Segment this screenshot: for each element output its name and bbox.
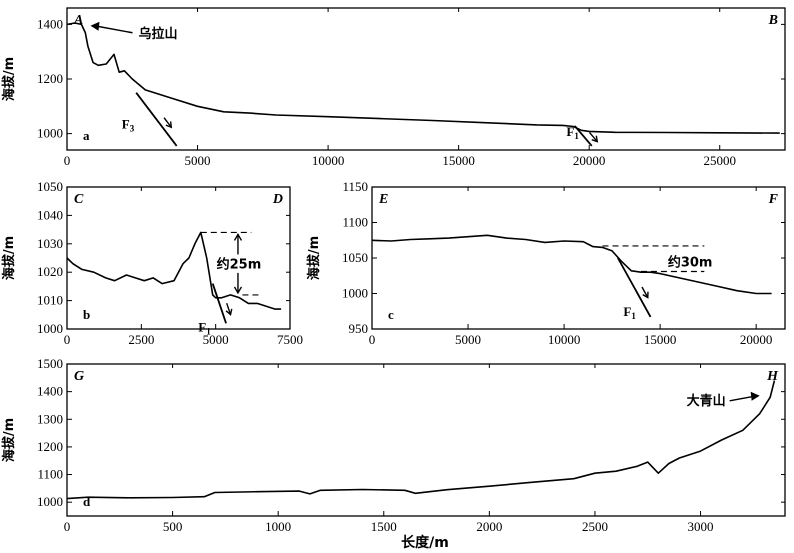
elevation-profile-line-a xyxy=(66,22,780,134)
plot-frame-c xyxy=(371,186,786,330)
x-tick-label-b: 7500 xyxy=(277,332,303,347)
x-tick-label-c: 15000 xyxy=(644,332,677,347)
x-tick-label-d: 500 xyxy=(163,519,183,534)
peak-annotation-d: 大青山 xyxy=(687,393,726,409)
y-tick-label-b: 1030 xyxy=(37,236,63,251)
panel-label-b: b xyxy=(83,307,90,322)
y-tick-label-c: 1100 xyxy=(342,215,368,230)
x-tick-label-d: 1500 xyxy=(371,519,397,534)
y-tick-label-d: 1000 xyxy=(37,494,63,509)
y-tick-label-d: 1500 xyxy=(37,356,63,371)
panel-label-d: d xyxy=(83,494,91,509)
x-tick-label-b: 5000 xyxy=(203,332,229,347)
fault-label-main: F xyxy=(122,117,130,132)
y-axis-label-c: 海拔/m xyxy=(306,236,322,280)
fault-slip-arrowhead-b xyxy=(225,308,233,316)
fault-line-c xyxy=(617,257,652,318)
x-axis-label: 长度/m xyxy=(401,534,449,551)
corner-label-left-a: A xyxy=(73,13,83,28)
y-tick-label-b: 1020 xyxy=(37,264,63,279)
corner-label-right-c: F xyxy=(768,192,779,207)
x-tick-label-a: 15000 xyxy=(442,153,475,168)
x-tick-label-b: 0 xyxy=(64,332,71,347)
fault-slip-arrowhead-c xyxy=(642,291,649,299)
y-tick-label-c: 1050 xyxy=(342,250,368,265)
y-axis-label-a: 海拔/m xyxy=(1,57,17,101)
peak-arrow-a xyxy=(94,25,133,34)
y-tick-label-b: 1050 xyxy=(37,179,63,194)
x-tick-label-a: 10000 xyxy=(312,153,345,168)
y-axis-label-d: 海拔/m xyxy=(1,418,17,462)
fault-line-a xyxy=(135,92,178,147)
y-tick-label-b: 1000 xyxy=(37,321,63,336)
y-tick-label-d: 1100 xyxy=(37,467,63,482)
corner-label-left-b: C xyxy=(74,192,84,207)
fault-slip-arrow-a xyxy=(588,131,598,142)
x-tick-label-a: 0 xyxy=(64,153,71,168)
y-tick-label-b: 1010 xyxy=(37,293,63,308)
y-tick-label-c: 1000 xyxy=(342,286,368,301)
fault-slip-arrow-c xyxy=(641,286,649,298)
fault-line-b xyxy=(211,283,227,324)
elevation-profile-line-c xyxy=(371,234,772,295)
fault-line-a xyxy=(574,125,593,147)
x-tick-label-a: 20000 xyxy=(573,153,606,168)
plot-frame-d xyxy=(66,363,786,517)
x-tick-label-d: 0 xyxy=(64,519,71,534)
peak-arrowhead-d xyxy=(750,391,760,401)
fault-label-sub: 1 xyxy=(574,131,579,141)
x-tick-label-c: 5000 xyxy=(455,332,481,347)
x-tick-label-d: 2000 xyxy=(476,519,502,534)
panel-label-c: c xyxy=(388,307,394,322)
x-tick-label-d: 1000 xyxy=(265,519,291,534)
fault-label-b: F1 xyxy=(198,320,211,337)
offset-annotation-c: 约30m xyxy=(668,255,713,271)
y-tick-label-d: 1400 xyxy=(37,384,63,399)
fault-label-c: F1 xyxy=(623,304,636,321)
x-tick-label-d: 2500 xyxy=(582,519,608,534)
y-tick-label-c: 1150 xyxy=(342,179,368,194)
fault-label-main: F xyxy=(566,124,574,139)
fault-label-a: F1 xyxy=(566,124,579,141)
fault-slip-arrowhead-a xyxy=(165,121,173,129)
y-axis-label-b: 海拔/m xyxy=(1,236,17,280)
offset-annotation-b: 约25m xyxy=(217,257,262,273)
y-tick-label-a: 1200 xyxy=(37,71,63,86)
corner-label-left-d: G xyxy=(74,369,84,384)
corner-label-right-b: D xyxy=(272,192,283,207)
x-tick-label-c: 10000 xyxy=(548,332,581,347)
fault-slip-arrowhead-a xyxy=(591,135,599,143)
elevation-profile-line-b xyxy=(66,231,282,310)
offset-arrowhead-down-b xyxy=(233,286,243,295)
panel-label-a: a xyxy=(83,128,90,143)
y-tick-label-a: 1000 xyxy=(37,126,63,141)
peak-annotation-a: 乌拉山 xyxy=(138,26,177,42)
fault-slip-arrow-a xyxy=(163,117,172,128)
y-tick-label-b: 1040 xyxy=(37,207,63,222)
x-tick-label-c: 20000 xyxy=(740,332,773,347)
y-tick-label-d: 1200 xyxy=(37,439,63,454)
corner-label-right-d: H xyxy=(766,369,779,384)
fault-label-sub: 1 xyxy=(631,311,636,321)
corner-label-left-c: E xyxy=(378,192,388,207)
x-tick-label-a: 5000 xyxy=(185,153,211,168)
y-tick-label-d: 1300 xyxy=(37,411,63,426)
peak-arrowhead-a xyxy=(90,21,100,31)
fault-label-sub: 3 xyxy=(130,124,135,134)
x-tick-label-c: 0 xyxy=(369,332,376,347)
x-tick-label-b: 2500 xyxy=(128,332,154,347)
fault-label-main: F xyxy=(198,320,206,335)
fault-label-main: F xyxy=(623,304,631,319)
y-tick-label-a: 1400 xyxy=(37,16,63,31)
fault-label-a: F3 xyxy=(122,117,135,134)
elevation-profile-line-d xyxy=(66,380,776,500)
offset-arrowhead-up-b xyxy=(233,233,243,241)
x-tick-label-a: 25000 xyxy=(703,153,736,168)
x-tick-label-d: 3000 xyxy=(688,519,714,534)
fault-slip-arrow-b xyxy=(226,302,232,315)
corner-label-right-a: B xyxy=(768,13,778,28)
fault-label-sub: 1 xyxy=(206,327,211,337)
y-tick-label-c: 950 xyxy=(349,321,369,336)
